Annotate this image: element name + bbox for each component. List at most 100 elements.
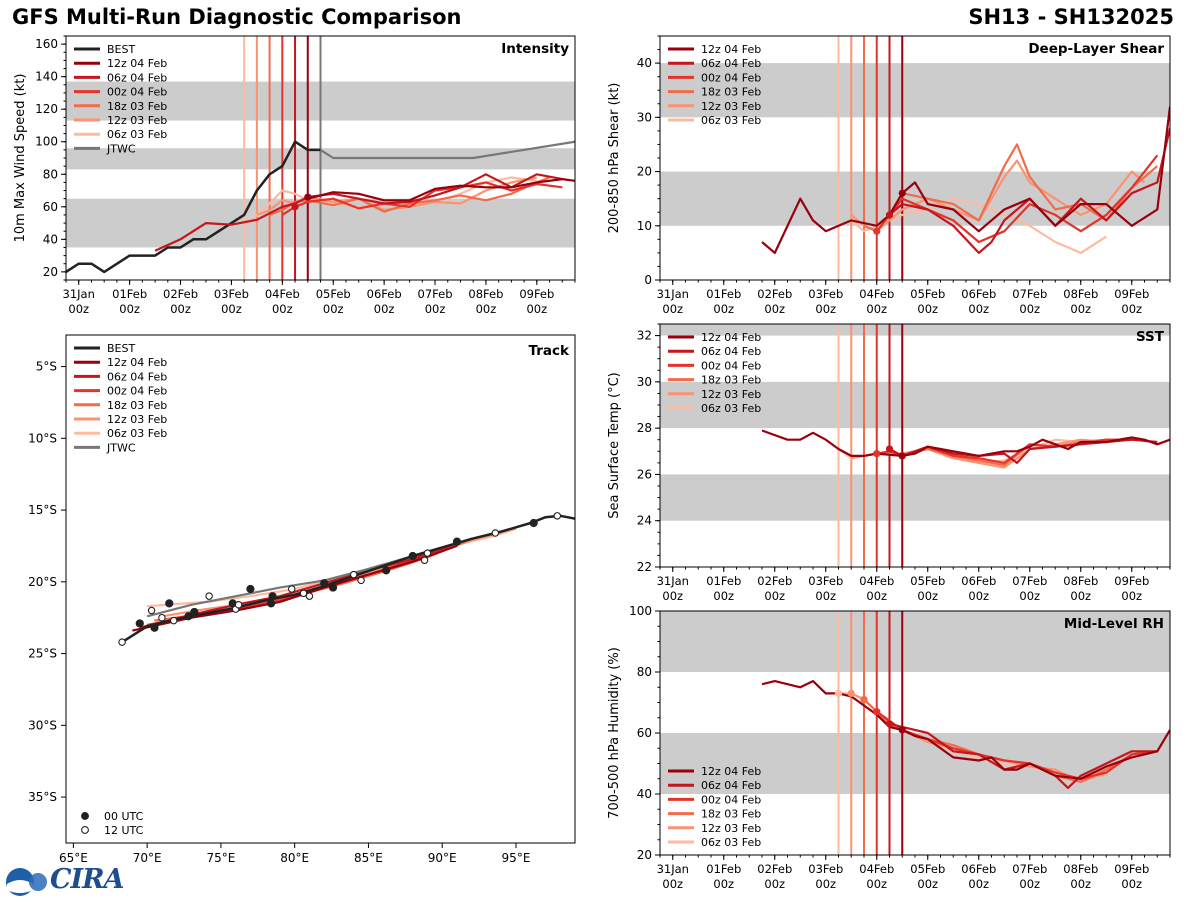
x-tick-label-hour: 00z — [917, 877, 938, 891]
x-tick-label-hour: 00z — [1121, 877, 1142, 891]
x-tick-label-hour: 00z — [764, 302, 785, 316]
series-line-06z-04-feb — [888, 127, 1170, 254]
y-tick-label: 20 — [637, 848, 652, 862]
plot-frame — [65, 334, 576, 844]
legend-label-06z-04-feb: 06z 04 Feb — [701, 779, 761, 792]
legend-label-06z-04-feb: 06z 04 Feb — [107, 370, 167, 383]
x-tick-label-date: 08Feb — [1063, 287, 1098, 301]
x-tick-label: 90°E — [428, 851, 457, 865]
init-marker-12z-04-feb — [898, 189, 906, 197]
track-point-12utc — [147, 606, 156, 615]
x-tick-label-hour: 00z — [713, 589, 734, 603]
x-tick-label-hour: 00z — [68, 302, 89, 316]
x-tick-label-hour: 00z — [866, 302, 887, 316]
track-point-00utc — [408, 551, 417, 561]
track-point-00utc — [452, 537, 462, 546]
track-point-00utc — [246, 584, 255, 594]
y-tick-label: 80 — [637, 665, 652, 679]
x-tick-label-hour: 00z — [713, 302, 734, 316]
y-tick-label: 20°S — [28, 575, 57, 589]
x-tick-label: 80°E — [280, 851, 309, 865]
x-tick-label-hour: 00z — [917, 302, 938, 316]
track-point-00utc — [266, 599, 276, 608]
x-tick-label-date: 02Feb — [757, 287, 792, 301]
track-point-00utc — [320, 579, 329, 588]
x-tick-label: 70°E — [133, 851, 162, 865]
legend-label-12z-04-feb: 12z 04 Feb — [701, 331, 761, 344]
series-line-00z-04-feb — [281, 181, 563, 216]
y-axis-label: 200-850 hPa Shear (kt) — [607, 83, 622, 234]
panel-sst: 22242628303231Jan00z01Feb00z02Feb00z03Fe… — [607, 323, 1171, 603]
legend-label-12z-04-feb: 12z 04 Feb — [701, 765, 761, 778]
series-line-00z-04-feb — [875, 154, 1159, 244]
x-tick-label-date: 06Feb — [961, 862, 996, 876]
track-point-12utc — [420, 556, 429, 565]
x-tick-label-hour: 00z — [815, 877, 836, 891]
page-title: GFS Multi-Run Diagnostic Comparison — [12, 5, 462, 29]
y-tick-label: 60 — [43, 200, 58, 214]
marker-legend-label-12-utc: 12 UTC — [104, 824, 144, 837]
init-marker-12z-04-feb — [898, 726, 906, 734]
x-tick-label-hour: 00z — [866, 589, 887, 603]
track-point-12utc — [234, 601, 243, 609]
x-tick-label-date: 07Feb — [1012, 287, 1047, 301]
y-tick-label: 30 — [637, 110, 652, 124]
legend-label-12z-03-feb: 12z 03 Feb — [701, 822, 761, 835]
y-tick-label: 120 — [35, 102, 58, 116]
y-tick-label: 20 — [637, 165, 652, 179]
threshold-band-0 — [660, 474, 1170, 521]
track-point-00utc — [184, 612, 193, 621]
x-tick-label-date: 31Jan — [657, 862, 689, 876]
noaa-globe-icon — [6, 868, 47, 896]
y-axis-label: 700-500 hPa Humidity (%) — [607, 647, 622, 819]
y-tick-label: 20 — [43, 265, 58, 279]
x-tick-label: 95°E — [502, 851, 531, 865]
x-tick-label-hour: 00z — [713, 877, 734, 891]
track-point-00utc — [165, 599, 174, 608]
marker-legend-symbol-00-utc — [81, 812, 89, 820]
x-tick-label-hour: 00z — [968, 589, 989, 603]
legend-label-18z-03-feb: 18z 03 Feb — [107, 100, 167, 113]
track-point-12utc — [287, 585, 296, 593]
x-tick-label: 65°E — [59, 851, 88, 865]
track-point-00utc — [382, 566, 391, 575]
init-marker-00z-04-feb — [873, 227, 881, 235]
y-tick-label: 25°S — [28, 647, 57, 661]
x-tick-label-hour: 00z — [662, 877, 683, 891]
legend-label-12z-04-feb: 12z 04 Feb — [107, 356, 167, 369]
legend-label-12z-04-feb: 12z 04 Feb — [107, 57, 167, 70]
series-group — [761, 106, 1170, 254]
x-tick-label-hour: 00z — [968, 302, 989, 316]
x-tick-label-date: 01Feb — [706, 574, 741, 588]
y-tick-label: 40 — [637, 787, 652, 801]
series-line-best — [66, 140, 321, 274]
x-tick-label-date: 03Feb — [808, 862, 843, 876]
legend-label-06z-03-feb: 06z 03 Feb — [701, 836, 761, 849]
legend-label-06z-03-feb: 06z 03 Feb — [701, 114, 761, 127]
legend-label-06z-04-feb: 06z 04 Feb — [107, 71, 167, 84]
x-tick-label-date: 03Feb — [808, 574, 843, 588]
panel-intensity: 2040608010012014016031Jan00z01Feb00z02Fe… — [13, 35, 576, 316]
cira-logo: CIRA — [4, 864, 125, 898]
track-point-00utc — [190, 607, 199, 617]
x-tick-label-hour: 00z — [662, 302, 683, 316]
x-tick-label-date: 09Feb — [1114, 287, 1149, 301]
x-tick-label-date: 06Feb — [367, 287, 402, 301]
track-point-12utc — [205, 592, 213, 600]
legend-label-12z-03-feb: 12z 03 Feb — [107, 114, 167, 127]
track-line-best — [121, 514, 575, 644]
x-tick-label-date: 06Feb — [961, 574, 996, 588]
legend-label-best: BEST — [107, 342, 135, 355]
legend-label-best: BEST — [107, 43, 135, 56]
x-tick-label-date: 04Feb — [265, 287, 300, 301]
panel-rh: 2040608010031Jan00z01Feb00z02Feb00z03Feb… — [607, 604, 1171, 891]
x-tick-label-hour: 00z — [764, 589, 785, 603]
x-tick-label-date: 03Feb — [808, 287, 843, 301]
x-tick-label-hour: 00z — [1070, 877, 1091, 891]
panel-track: 65°E 70°E 75°E 80°E 85°E 90°E 95°E 5°S 10°S 15°S 2… — [28, 334, 576, 865]
legend-label-jtwc: JTWC — [106, 142, 136, 155]
legend-label-06z-04-feb: 06z 04 Feb — [701, 57, 761, 70]
series-group — [66, 140, 575, 274]
panel-title: Deep-Layer Shear — [1028, 41, 1164, 57]
